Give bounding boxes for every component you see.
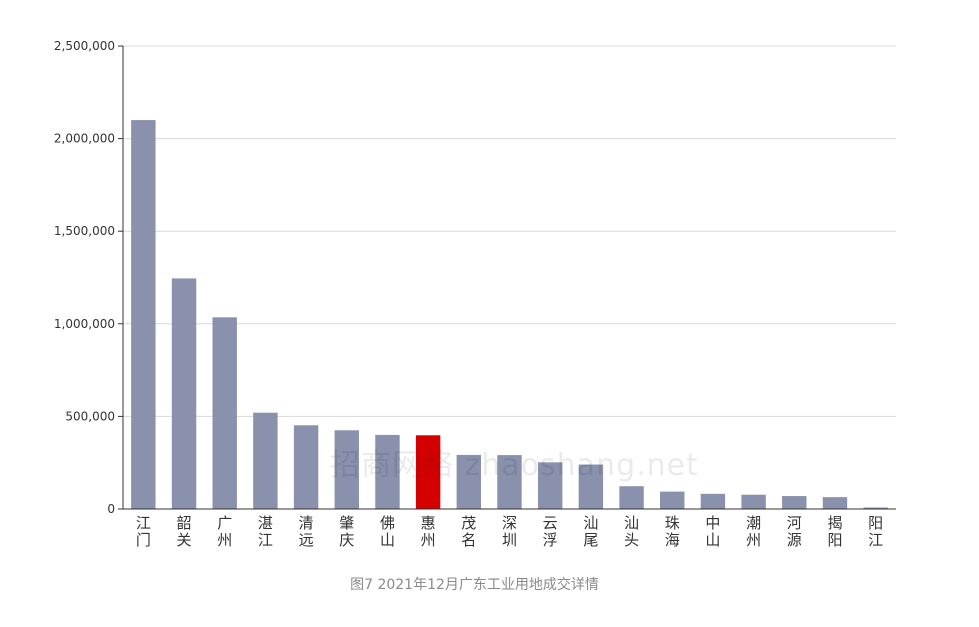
x-category-label: 广州 [217, 514, 232, 549]
bar [537, 462, 563, 509]
bar [741, 494, 766, 509]
watermark: 招商网络 zhaoshang.net [330, 448, 699, 483]
bar [375, 434, 400, 509]
x-category-label: 佛山 [380, 514, 395, 549]
x-category-label: 珠海 [665, 514, 680, 549]
x-category-label: 阳江 [868, 514, 883, 549]
bar [700, 493, 726, 509]
axes [118, 45, 896, 510]
x-category-label: 茂名 [461, 514, 476, 549]
bar [253, 412, 278, 509]
bar [131, 120, 156, 509]
x-category-label: 河源 [787, 514, 802, 549]
x-category-label: 清远 [299, 514, 314, 549]
x-category-label: 潮州 [746, 514, 761, 549]
y-tick-label: 0 [107, 502, 115, 516]
bar [334, 430, 359, 509]
bar [782, 496, 807, 509]
bar-highlighted [415, 435, 441, 509]
y-tick-label: 2,500,000 [54, 39, 115, 53]
bar [497, 455, 522, 509]
y-tick-label: 2,000,000 [54, 132, 115, 146]
x-category-label: 江门 [136, 514, 151, 549]
y-axis-tick-labels: 0 500,000 1,000,000 1,500,000 2,000,000 2,500… [54, 39, 115, 516]
bar [822, 497, 848, 509]
x-category-label: 云浮 [543, 514, 558, 549]
x-category-label: 汕头 [624, 514, 639, 549]
x-category-label: 中山 [705, 514, 720, 549]
y-tick-label: 1,000,000 [54, 317, 115, 331]
x-category-label: 肇庆 [339, 514, 354, 549]
y-tick-label: 500,000 [65, 409, 115, 423]
bar [171, 278, 197, 509]
chart-caption: 图7 2021年12月广东工业用地成交详情 [350, 577, 599, 593]
bar [660, 491, 685, 509]
grid-lines [123, 45, 896, 417]
x-category-label: 汕尾 [583, 514, 598, 549]
x-category-label: 韶关 [177, 514, 192, 549]
bar [456, 454, 482, 509]
x-category-label: 湛江 [258, 514, 273, 549]
x-category-label: 深圳 [502, 514, 517, 549]
y-tick-label: 1,500,000 [54, 224, 115, 238]
x-category-label: 惠州 [421, 514, 436, 549]
bars [131, 120, 888, 509]
bar [212, 317, 237, 509]
bar [578, 464, 604, 509]
bar [619, 486, 644, 509]
x-category-label: 揭阳 [827, 514, 842, 549]
bar [863, 507, 888, 509]
bar [293, 425, 319, 509]
